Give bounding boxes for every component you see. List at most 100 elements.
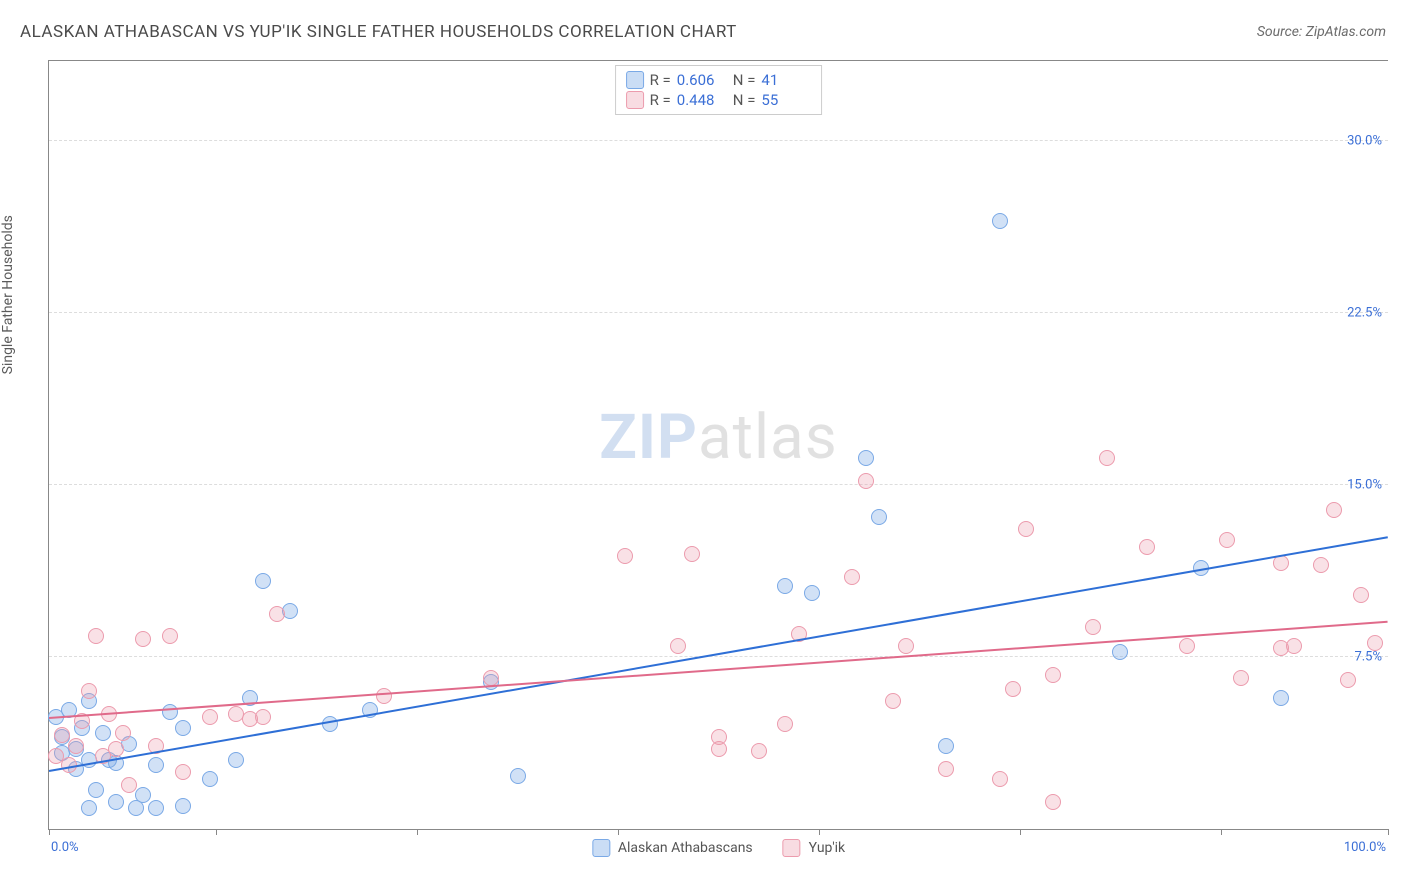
data-point [684,546,700,562]
chart-container: ZIPatlas R = 0.606 N = 41 R = 0.448 N = … [48,60,1388,830]
y-tick-label: 30.0% [1347,134,1382,149]
gridline [49,140,1388,141]
data-point [54,727,70,743]
n-label: N = [733,71,756,89]
data-point [1273,690,1289,706]
data-point [483,670,499,686]
gridline [49,484,1388,485]
series-legend: Alaskan Athabascans Yup'ik [592,839,845,857]
legend-label-athabascan: Alaskan Athabascans [618,840,753,856]
swatch-yupik [626,91,644,109]
data-point [68,738,84,754]
data-point [1326,502,1342,518]
data-point [938,761,954,777]
x-axis-min-label: 0.0% [51,840,79,855]
data-point [1045,794,1061,810]
data-point [255,709,271,725]
swatch-athabascan-icon [592,839,610,857]
data-point [128,800,144,816]
data-point [269,606,285,622]
data-point [148,800,164,816]
y-tick-label: 22.5% [1347,306,1382,321]
data-point [175,798,191,814]
data-point [871,509,887,525]
x-tick [1388,829,1389,835]
data-point [81,800,97,816]
data-point [711,741,727,757]
data-point [617,548,633,564]
data-point [844,569,860,585]
data-point [202,771,218,787]
source-label: Source: ZipAtlas.com [1257,24,1386,40]
data-point [115,725,131,741]
data-point [108,741,124,757]
n-value-athabascan: 41 [761,71,811,89]
y-axis-label: Single Father Households [0,215,16,374]
data-point [858,450,874,466]
data-point [992,771,1008,787]
data-point [777,578,793,594]
r-label: R = [650,71,671,89]
x-tick [1221,829,1222,835]
data-point [162,704,178,720]
data-point [228,752,244,768]
legend-row-yupik: R = 0.448 N = 55 [626,90,812,110]
swatch-yupik-icon [783,839,801,857]
x-tick [1020,829,1021,835]
data-point [992,213,1008,229]
n-value-yupik: 55 [761,91,811,109]
swatch-athabascan [626,71,644,89]
x-tick [417,829,418,835]
data-point [88,782,104,798]
data-point [938,738,954,754]
data-point [670,638,686,654]
data-point [175,720,191,736]
data-point [1112,644,1128,660]
data-point [1233,670,1249,686]
data-point [108,794,124,810]
gridline [49,312,1388,313]
data-point [121,777,137,793]
r-label: R = [650,91,671,109]
data-point [1005,681,1021,697]
watermark: ZIPatlas [599,401,838,474]
data-point [898,638,914,654]
data-point [885,693,901,709]
data-point [1099,450,1115,466]
r-value-athabascan: 0.606 [677,71,727,89]
data-point [751,743,767,759]
data-point [510,768,526,784]
x-tick [819,829,820,835]
legend-item-yupik: Yup'ik [783,839,845,857]
data-point [1367,635,1383,651]
chart-title: ALASKAN ATHABASCAN VS YUP'IK SINGLE FATH… [20,22,737,42]
data-point [135,631,151,647]
data-point [135,787,151,803]
data-point [1179,638,1195,654]
n-label: N = [733,91,756,109]
legend-label-yupik: Yup'ik [809,840,845,856]
data-point [1219,532,1235,548]
data-point [1139,539,1155,555]
y-tick-label: 7.5% [1354,650,1382,665]
data-point [1286,638,1302,654]
watermark-atlas: atlas [698,401,838,474]
correlation-legend: R = 0.606 N = 41 R = 0.448 N = 55 [615,65,823,115]
x-tick [618,829,619,835]
data-point [376,688,392,704]
y-tick-label: 15.0% [1347,478,1382,493]
x-axis-max-label: 100.0% [1344,840,1386,855]
data-point [1085,619,1101,635]
r-value-yupik: 0.448 [677,91,727,109]
data-point [81,683,97,699]
data-point [804,585,820,601]
data-point [1018,521,1034,537]
data-point [95,725,111,741]
watermark-zip: ZIP [599,401,698,474]
plot-area: ZIPatlas R = 0.606 N = 41 R = 0.448 N = … [48,60,1388,830]
x-tick [49,829,50,835]
data-point [162,628,178,644]
trend-line [49,621,1388,719]
data-point [175,764,191,780]
x-tick [216,829,217,835]
